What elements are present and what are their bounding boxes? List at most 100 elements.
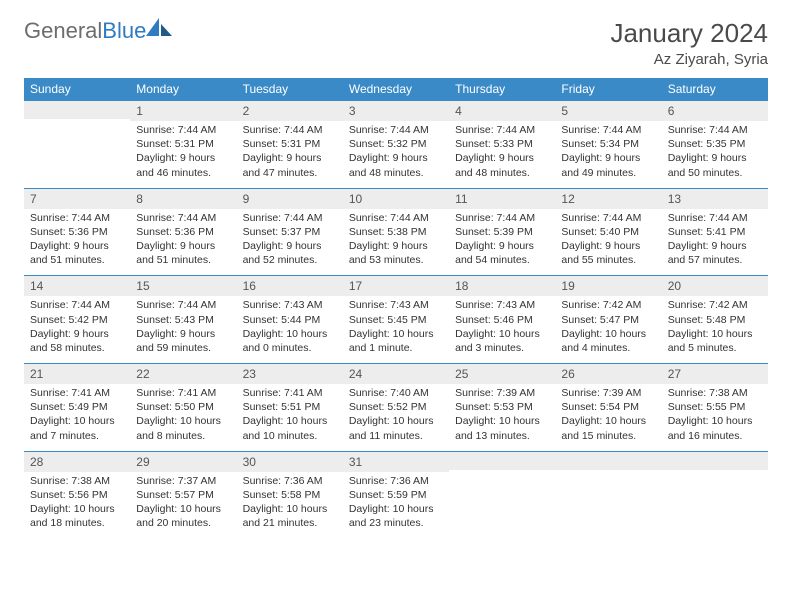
day-number: 25 [449, 364, 555, 384]
sunrise-line: Sunrise: 7:40 AM [349, 386, 443, 400]
day-cell: 13Sunrise: 7:44 AMSunset: 5:41 PMDayligh… [662, 188, 768, 276]
day-cell: 24Sunrise: 7:40 AMSunset: 5:52 PMDayligh… [343, 364, 449, 452]
daylight-line: and 51 minutes. [30, 253, 124, 267]
sunset-line: Sunset: 5:36 PM [30, 225, 124, 239]
day-cell: 7Sunrise: 7:44 AMSunset: 5:36 PMDaylight… [24, 188, 130, 276]
sunset-line: Sunset: 5:43 PM [136, 313, 230, 327]
day-number: 12 [555, 189, 661, 209]
sunrise-line: Sunrise: 7:44 AM [668, 211, 762, 225]
day-cell: 18Sunrise: 7:43 AMSunset: 5:46 PMDayligh… [449, 276, 555, 364]
day-body: Sunrise: 7:44 AMSunset: 5:34 PMDaylight:… [555, 121, 661, 188]
daylight-line: Daylight: 10 hours [30, 414, 124, 428]
day-body: Sunrise: 7:44 AMSunset: 5:33 PMDaylight:… [449, 121, 555, 188]
daylight-line: Daylight: 9 hours [349, 151, 443, 165]
sunrise-line: Sunrise: 7:36 AM [243, 474, 337, 488]
day-body: Sunrise: 7:40 AMSunset: 5:52 PMDaylight:… [343, 384, 449, 451]
daylight-line: Daylight: 10 hours [349, 502, 443, 516]
daylight-line: Daylight: 10 hours [136, 414, 230, 428]
day-number [662, 452, 768, 470]
day-cell: 29Sunrise: 7:37 AMSunset: 5:57 PMDayligh… [130, 451, 236, 538]
sunset-line: Sunset: 5:45 PM [349, 313, 443, 327]
location-label: Az Ziyarah, Syria [610, 51, 768, 68]
daylight-line: and 23 minutes. [349, 516, 443, 530]
day-body: Sunrise: 7:44 AMSunset: 5:40 PMDaylight:… [555, 209, 661, 276]
sunrise-line: Sunrise: 7:44 AM [30, 298, 124, 312]
dow-wednesday: Wednesday [343, 78, 449, 101]
day-number: 11 [449, 189, 555, 209]
sunset-line: Sunset: 5:57 PM [136, 488, 230, 502]
daylight-line: Daylight: 10 hours [243, 502, 337, 516]
sunrise-line: Sunrise: 7:38 AM [668, 386, 762, 400]
daylight-line: and 46 minutes. [136, 166, 230, 180]
daylight-line: Daylight: 9 hours [243, 151, 337, 165]
sunrise-line: Sunrise: 7:37 AM [136, 474, 230, 488]
day-number: 16 [237, 276, 343, 296]
day-number: 31 [343, 452, 449, 472]
month-title: January 2024 [610, 18, 768, 49]
sunrise-line: Sunrise: 7:44 AM [455, 123, 549, 137]
day-cell: 20Sunrise: 7:42 AMSunset: 5:48 PMDayligh… [662, 276, 768, 364]
day-cell: 23Sunrise: 7:41 AMSunset: 5:51 PMDayligh… [237, 364, 343, 452]
sunset-line: Sunset: 5:31 PM [136, 137, 230, 151]
day-number: 18 [449, 276, 555, 296]
day-number: 6 [662, 101, 768, 121]
sunrise-line: Sunrise: 7:44 AM [243, 211, 337, 225]
sunrise-line: Sunrise: 7:41 AM [30, 386, 124, 400]
day-number: 23 [237, 364, 343, 384]
daylight-line: and 7 minutes. [30, 429, 124, 443]
daylight-line: and 16 minutes. [668, 429, 762, 443]
daylight-line: and 5 minutes. [668, 341, 762, 355]
sunset-line: Sunset: 5:35 PM [668, 137, 762, 151]
sunrise-line: Sunrise: 7:41 AM [136, 386, 230, 400]
week-row: 1 Sunrise: 7:44 AM Sunset: 5:31 PM Daylight… [24, 101, 768, 189]
daylight-line: and 1 minute. [349, 341, 443, 355]
day-number: 3 [343, 101, 449, 121]
daylight-line: and 48 minutes. [455, 166, 549, 180]
sunset-line: Sunset: 5:56 PM [30, 488, 124, 502]
day-body: Sunrise: 7:44 AMSunset: 5:37 PMDaylight:… [237, 209, 343, 276]
sunrise-line: Sunrise: 7:44 AM [561, 211, 655, 225]
sunrise-line: Sunrise: 7:44 AM [349, 211, 443, 225]
day-number: 1 [130, 101, 236, 121]
day-number: 2 [237, 101, 343, 121]
day-cell: 28Sunrise: 7:38 AMSunset: 5:56 PMDayligh… [24, 451, 130, 538]
day-number: 26 [555, 364, 661, 384]
daylight-line: and 54 minutes. [455, 253, 549, 267]
day-cell: 3Sunrise: 7:44 AMSunset: 5:32 PMDaylight… [343, 101, 449, 189]
day-cell: 9Sunrise: 7:44 AMSunset: 5:37 PMDaylight… [237, 188, 343, 276]
day-cell: 22Sunrise: 7:41 AMSunset: 5:50 PMDayligh… [130, 364, 236, 452]
day-cell: 17Sunrise: 7:43 AMSunset: 5:45 PMDayligh… [343, 276, 449, 364]
day-cell: 21Sunrise: 7:41 AMSunset: 5:49 PMDayligh… [24, 364, 130, 452]
dow-saturday: Saturday [662, 78, 768, 101]
sunrise-line: Sunrise: 7:44 AM [561, 123, 655, 137]
day-cell: 14Sunrise: 7:44 AMSunset: 5:42 PMDayligh… [24, 276, 130, 364]
daylight-line: Daylight: 9 hours [30, 239, 124, 253]
daylight-line: and 57 minutes. [668, 253, 762, 267]
sail-icon [146, 18, 172, 36]
day-body: Sunrise: 7:38 AMSunset: 5:56 PMDaylight:… [24, 472, 130, 539]
sunset-line: Sunset: 5:58 PM [243, 488, 337, 502]
day-number: 7 [24, 189, 130, 209]
sunrise-line: Sunrise: 7:44 AM [136, 211, 230, 225]
daylight-line: Daylight: 10 hours [455, 327, 549, 341]
sunset-line: Sunset: 5:47 PM [561, 313, 655, 327]
day-number: 24 [343, 364, 449, 384]
sunset-line: Sunset: 5:39 PM [455, 225, 549, 239]
daylight-line: Daylight: 10 hours [455, 414, 549, 428]
daylight-line: Daylight: 10 hours [349, 327, 443, 341]
day-body: Sunrise: 7:36 AMSunset: 5:59 PMDaylight:… [343, 472, 449, 539]
dow-monday: Monday [130, 78, 236, 101]
day-cell: 8Sunrise: 7:44 AMSunset: 5:36 PMDaylight… [130, 188, 236, 276]
sunset-line: Sunset: 5:54 PM [561, 400, 655, 414]
day-cell: 15Sunrise: 7:44 AMSunset: 5:43 PMDayligh… [130, 276, 236, 364]
day-cell: 10Sunrise: 7:44 AMSunset: 5:38 PMDayligh… [343, 188, 449, 276]
daylight-line: and 58 minutes. [30, 341, 124, 355]
day-number: 22 [130, 364, 236, 384]
sunrise-line: Sunrise: 7:38 AM [30, 474, 124, 488]
day-cell [449, 451, 555, 538]
sunset-line: Sunset: 5:49 PM [30, 400, 124, 414]
day-number: 20 [662, 276, 768, 296]
day-number: 29 [130, 452, 236, 472]
day-cell: 6Sunrise: 7:44 AMSunset: 5:35 PMDaylight… [662, 101, 768, 189]
day-body: Sunrise: 7:41 AMSunset: 5:50 PMDaylight:… [130, 384, 236, 451]
